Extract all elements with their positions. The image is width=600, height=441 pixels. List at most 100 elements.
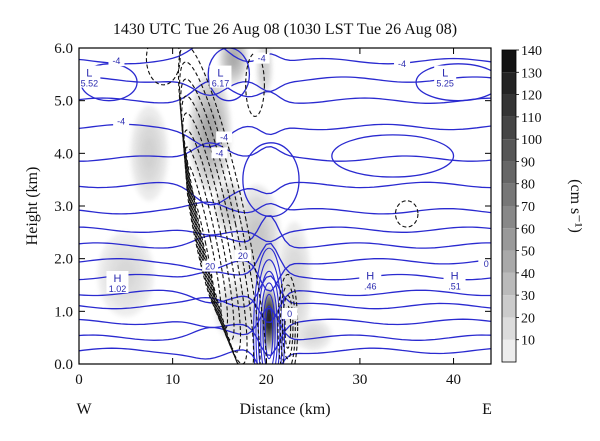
colorbar-tick-label: 100	[521, 133, 542, 148]
extremum-label: H1.02	[106, 271, 129, 294]
shade-blob	[288, 263, 301, 307]
contour-label-bg	[211, 147, 228, 159]
shade-blob	[248, 219, 265, 256]
extremum-letter: L	[442, 68, 448, 80]
contour-line	[79, 181, 491, 206]
extremum-value: 6.17	[212, 79, 230, 89]
contour-label-bg	[394, 57, 411, 69]
contour-core	[264, 305, 274, 360]
contour-negative	[145, 48, 181, 86]
contour-label-bg	[478, 257, 491, 269]
extremum-letter: H	[451, 270, 459, 282]
contour-label-bg	[216, 131, 233, 143]
contour-negative	[394, 200, 419, 228]
contour-label-text: 20	[205, 262, 215, 272]
extremum-label-bg	[359, 268, 382, 291]
shade-blob	[142, 137, 156, 170]
colorbar-segment	[502, 339, 516, 362]
shade-blob	[203, 112, 218, 152]
contour-line	[79, 142, 491, 162]
colorbar-segment	[502, 139, 516, 162]
contour-value-label: 20	[234, 250, 251, 262]
contour-loop	[415, 63, 491, 102]
extremum-letter: H	[366, 270, 374, 282]
colorbar-tick-label: 130	[521, 66, 542, 81]
x-tick-label: 20	[259, 372, 274, 388]
colorbar-label: (cm s⁻¹)	[567, 179, 584, 233]
contour-loop	[331, 134, 455, 178]
colorbar-segment	[502, 116, 516, 140]
y-axis-label: Height (km)	[24, 167, 41, 246]
contour-label-text: -4	[112, 56, 120, 66]
extremum-label-bg	[443, 268, 466, 291]
contour-core	[262, 293, 276, 364]
colorbar-tick-label: 140	[521, 44, 542, 59]
colorbar-tick-label: 120	[521, 89, 542, 104]
x-axis: 0 10 20 30 40	[75, 48, 461, 388]
contour-negative	[279, 284, 296, 364]
y-tick-label: 1.0	[54, 304, 73, 320]
colorbar-segment	[502, 161, 516, 184]
contour-negative	[180, 78, 255, 364]
extremum-value: 5.25	[436, 79, 454, 89]
x-tick-label: 10	[165, 372, 180, 388]
contour-label-text: -4	[215, 148, 223, 158]
contour-value-label: -4	[253, 52, 270, 64]
y-tick-label: 2.0	[54, 252, 73, 268]
colorbar: 10 20 30 40 50 60 70 80 90 100 110 120 130 140	[501, 44, 542, 363]
x-tick-label: 30	[352, 372, 367, 388]
colorbar-tick-label: 10	[521, 334, 535, 349]
colorbar-segment	[502, 183, 516, 206]
contour-value-label: 0	[281, 307, 298, 319]
x-tick-label: 40	[446, 372, 461, 388]
colorbar-tick-label: 30	[521, 289, 535, 304]
contour-line	[79, 215, 491, 249]
contour-line	[79, 289, 491, 323]
contour-value-label: 20	[202, 260, 219, 272]
contour-label-layer: -4 -4-4-4-4-4202000L5.52L6.17L5.25H1.02H.…	[79, 52, 491, 319]
extremum-value: 5.52	[81, 79, 99, 89]
extremum-label: L6.17	[209, 65, 232, 89]
extremum-label-bg	[209, 65, 232, 88]
colorbar-segment	[502, 50, 516, 73]
contour-value-label: -4	[211, 147, 228, 159]
x-axis-label: Distance (km)	[239, 401, 330, 418]
contour-value-label: -4	[113, 115, 130, 127]
contour-label-bg	[113, 115, 130, 127]
chart-title: 1430 UTC Tue 26 Aug 08 (1030 LST Tue 26 …	[113, 21, 457, 38]
contour-negative	[177, 48, 268, 364]
extremum-label: H.46	[359, 268, 382, 291]
contour-negative	[277, 273, 299, 364]
contour-lines	[79, 48, 491, 364]
extremum-value: .51	[448, 281, 461, 291]
colorbar-tick-label: 90	[521, 155, 535, 170]
contour-value-label: -4	[108, 55, 125, 67]
extremum-label-bg	[434, 65, 457, 88]
contour-line	[79, 242, 491, 281]
extremum-label: H.51	[443, 268, 466, 291]
contour-line	[79, 48, 491, 65]
y-tick-label: 6.0	[54, 41, 73, 57]
contour-label-bg	[108, 55, 125, 67]
contour-label-text: 20	[238, 251, 248, 261]
extremum-label-bg	[106, 271, 129, 293]
contour-label-text: 0	[484, 259, 489, 269]
contour-loop	[207, 48, 251, 102]
contour-line	[79, 201, 491, 215]
extremum-label: L5.52	[79, 65, 101, 89]
extremum-label: L5.25	[434, 65, 457, 89]
contour-negative	[183, 129, 235, 341]
y-tick-label: 4.0	[54, 146, 73, 162]
shade-blob	[261, 60, 267, 79]
contour-negative	[179, 61, 261, 364]
colorbar-tick-label: 80	[521, 178, 535, 193]
contour-negative	[182, 112, 242, 353]
colorbar-segment	[502, 72, 516, 95]
contour-negative	[245, 52, 265, 118]
colorbar-tick-label: 110	[521, 111, 541, 126]
y-tick-label: 3.0	[54, 199, 73, 215]
contour-negative	[282, 294, 294, 360]
contour-label-text: 0	[287, 309, 292, 319]
colorbar-segment	[502, 317, 516, 340]
